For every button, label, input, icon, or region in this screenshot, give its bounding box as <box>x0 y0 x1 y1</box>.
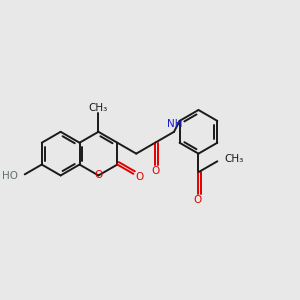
Text: O: O <box>94 170 103 181</box>
Text: CH₃: CH₃ <box>89 103 108 113</box>
Text: NH: NH <box>167 119 183 129</box>
Text: HO: HO <box>2 171 18 181</box>
Text: O: O <box>194 195 202 205</box>
Text: CH₃: CH₃ <box>225 154 244 164</box>
Text: O: O <box>151 166 159 176</box>
Text: O: O <box>135 172 143 182</box>
